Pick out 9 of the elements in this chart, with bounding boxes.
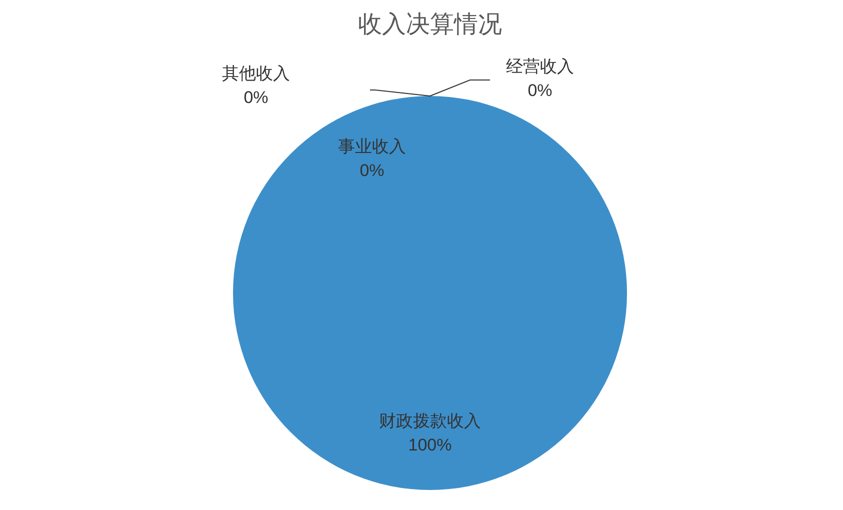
text: 0% [360,161,384,180]
slice-label: 财政拨款收入 [379,411,481,430]
chart-title: 收入决算情况 [358,11,502,38]
category-label: 事业收入 [338,137,406,156]
category-label: 经营收入 [506,57,574,76]
text: 0% [244,88,268,107]
category-label: 其他收入 [222,64,290,83]
text: 0% [528,81,552,100]
data-label: 100% [408,435,452,454]
